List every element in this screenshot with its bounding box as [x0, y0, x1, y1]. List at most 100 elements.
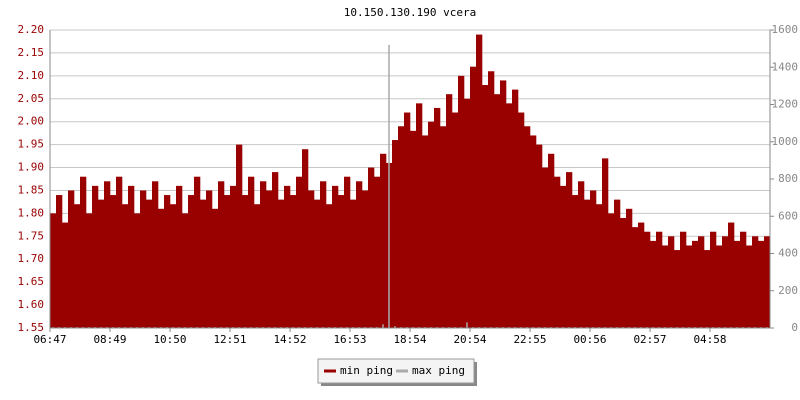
y2-tick-label: 400 [778, 247, 798, 260]
bar [704, 250, 711, 328]
bar [500, 80, 507, 328]
bar [110, 195, 117, 328]
bar [98, 199, 105, 328]
bar [680, 231, 687, 328]
bar [62, 222, 69, 328]
bar [752, 236, 759, 328]
y-tick-label: 2.15 [18, 46, 45, 59]
bar [188, 195, 195, 328]
y-tick-label: 2.10 [18, 69, 45, 82]
bar [716, 245, 723, 328]
bar [710, 231, 717, 328]
bar [524, 126, 531, 329]
bar [518, 112, 525, 329]
x-tick-label: 10:50 [153, 333, 186, 346]
y2-tick-label: 1400 [772, 60, 799, 73]
bar [542, 167, 549, 328]
bar [686, 245, 693, 328]
bar [530, 135, 537, 328]
bar [254, 204, 261, 328]
bar [434, 107, 441, 328]
bar [382, 324, 384, 328]
bar [344, 176, 351, 328]
y2-tick-label: 1200 [772, 98, 799, 111]
bar [650, 240, 657, 328]
y-tick-label: 1.70 [18, 252, 45, 265]
bar [554, 176, 561, 328]
bar [662, 245, 669, 328]
bar [206, 190, 213, 328]
x-tick-label: 12:51 [213, 333, 246, 346]
bar [728, 222, 735, 328]
bar [80, 176, 87, 328]
bar [236, 144, 243, 328]
x-tick-label: 04:58 [693, 333, 726, 346]
y-tick-label: 2.00 [18, 115, 45, 128]
bar [590, 190, 597, 328]
bar [128, 185, 135, 328]
bar [212, 208, 219, 328]
bar [398, 126, 405, 329]
bar [466, 322, 468, 328]
bar [50, 213, 57, 328]
bar [740, 231, 747, 328]
bar [512, 89, 519, 328]
bar [224, 195, 231, 328]
bar [668, 236, 675, 328]
bar [200, 199, 207, 328]
legend: min ping max ping [317, 358, 477, 386]
bar [218, 181, 225, 328]
y2-tick-label: 600 [778, 209, 798, 222]
bar [422, 135, 429, 328]
bar [506, 103, 513, 328]
y2-tick-label: 1000 [772, 135, 799, 148]
bar [404, 112, 411, 329]
bar [356, 181, 363, 328]
bar [470, 66, 477, 328]
y-tick-label: 1.75 [18, 229, 45, 242]
bar [548, 153, 555, 328]
bar [620, 217, 627, 328]
bar [394, 326, 396, 328]
bar [746, 245, 753, 328]
legend-box [317, 358, 475, 384]
bar [140, 190, 147, 328]
bar [392, 140, 399, 328]
bar [266, 190, 273, 328]
bar [572, 195, 579, 328]
y-tick-label: 1.80 [18, 206, 45, 219]
y2-tick-label: 800 [778, 172, 798, 185]
x-tick-label: 08:49 [93, 333, 126, 346]
bar [302, 149, 309, 328]
y2-tick-label: 200 [778, 284, 798, 297]
bar [194, 176, 201, 328]
bar [596, 204, 603, 328]
bar [722, 236, 729, 328]
bars [50, 34, 771, 329]
bar [122, 204, 129, 328]
bar [74, 204, 81, 328]
bar [170, 204, 177, 328]
bar [104, 181, 111, 328]
chart-title: 10.150.130.190 vcera [344, 6, 476, 19]
bar [584, 199, 591, 328]
x-tick-label: 20:54 [453, 333, 486, 346]
bar [326, 204, 333, 328]
bar [608, 213, 615, 328]
bar [350, 199, 357, 328]
bar [68, 190, 75, 328]
bar [158, 208, 165, 328]
x-tick-label: 16:53 [333, 333, 366, 346]
y2-tick-label: 0 [791, 321, 798, 334]
bar [332, 185, 339, 328]
bar [602, 158, 609, 328]
bar [314, 199, 321, 328]
bar [92, 185, 99, 328]
bar [182, 213, 189, 328]
bar [388, 44, 390, 329]
legend-label: min ping [340, 364, 393, 377]
bar [464, 98, 471, 329]
y-tick-label: 1.90 [18, 161, 45, 174]
bar [56, 195, 63, 328]
bar [272, 172, 279, 328]
